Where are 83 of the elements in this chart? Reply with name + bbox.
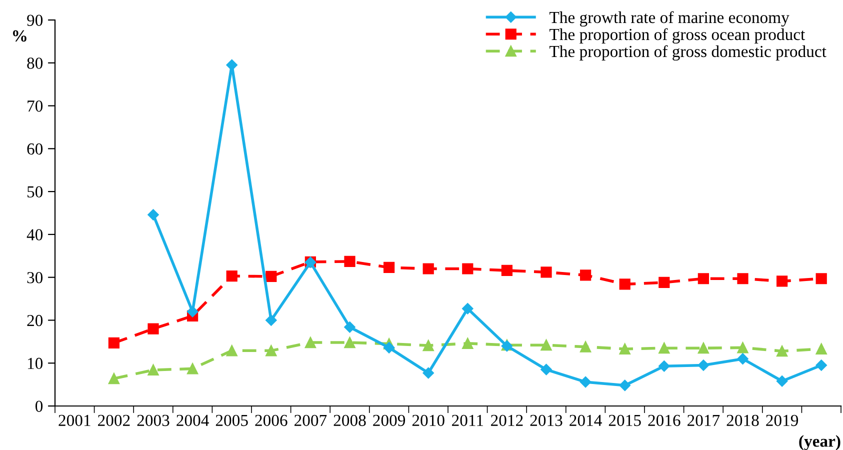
point (186, 306, 198, 318)
legend-label: The proportion of gross ocean product (550, 28, 806, 44)
point (737, 273, 748, 284)
point (698, 342, 710, 354)
x-tick-label: 2010 (412, 414, 444, 426)
x-tick-label: 2016 (648, 414, 680, 426)
point (266, 270, 277, 282)
x-tick-label: 2019 (766, 414, 798, 426)
point (148, 323, 159, 334)
y-tick-label: 90 (27, 14, 43, 26)
point (816, 360, 827, 371)
y-tick-label: 40 (26, 229, 43, 240)
y-tick-label: 30 (27, 272, 43, 284)
point (580, 376, 592, 388)
point (304, 336, 316, 348)
point (344, 256, 356, 268)
point (186, 363, 198, 374)
point (462, 263, 474, 274)
x-tick-label: 2008 (334, 414, 366, 426)
x-tick-label: 2003 (137, 414, 170, 426)
point (226, 270, 238, 282)
x-tick-label: 2002 (98, 414, 130, 426)
x-tick-label: 2013 (530, 414, 562, 426)
y-tick-label: 80 (27, 58, 43, 69)
point (226, 345, 238, 356)
x-tick-label: 2012 (491, 414, 523, 426)
point (540, 340, 552, 351)
y-tick-label: 10 (28, 358, 43, 370)
x-tick-label: 2009 (373, 414, 406, 426)
point (462, 338, 474, 349)
point (658, 360, 670, 372)
point (776, 276, 788, 287)
point (698, 273, 710, 284)
point (776, 376, 788, 387)
point (619, 380, 630, 392)
point (619, 278, 630, 290)
point (816, 343, 827, 355)
x-tick-label: 2018 (726, 414, 759, 426)
point (816, 273, 827, 284)
x-axis-title: (year) (799, 435, 840, 450)
y-tick-label: 20 (27, 314, 43, 326)
y-tick-label: 50 (27, 186, 43, 198)
point (148, 364, 159, 376)
point (266, 314, 277, 326)
point (148, 209, 159, 220)
y-tick-label: 0 (35, 400, 43, 412)
point (580, 341, 592, 352)
x-tick-label: 2007 (294, 414, 327, 426)
y-axis-title: % (13, 30, 26, 42)
x-tick-label: 2004 (176, 414, 209, 426)
point (540, 364, 552, 376)
point (383, 342, 395, 354)
point (344, 336, 356, 348)
point (658, 276, 670, 288)
point (462, 303, 474, 314)
point (737, 342, 748, 354)
point (422, 340, 434, 352)
legend-label: The growth rate of marine economy (550, 11, 790, 27)
x-tick-label: 2017 (688, 414, 720, 426)
point (422, 367, 434, 379)
point (580, 270, 592, 281)
x-tick-label: 2005 (216, 414, 248, 426)
point (658, 342, 670, 354)
point (266, 345, 277, 356)
y-tick-label: 70 (28, 100, 43, 112)
legend-label: The proportion of gross domestic product (550, 45, 826, 61)
x-tick-label: 2011 (452, 414, 484, 426)
point (501, 264, 513, 276)
x-tick-label: 2006 (255, 414, 288, 426)
point (737, 353, 748, 364)
x-tick-label: 2001 (58, 414, 90, 426)
x-tick-label: 2014 (570, 414, 602, 426)
point (698, 360, 710, 371)
point (108, 337, 120, 349)
point (344, 321, 356, 333)
x-tick-label: 2015 (608, 414, 641, 426)
point (108, 372, 120, 384)
point (619, 343, 630, 355)
point (422, 263, 434, 274)
point (776, 346, 788, 357)
point (383, 262, 395, 274)
y-tick-label: 60 (27, 143, 43, 155)
point (540, 266, 552, 278)
